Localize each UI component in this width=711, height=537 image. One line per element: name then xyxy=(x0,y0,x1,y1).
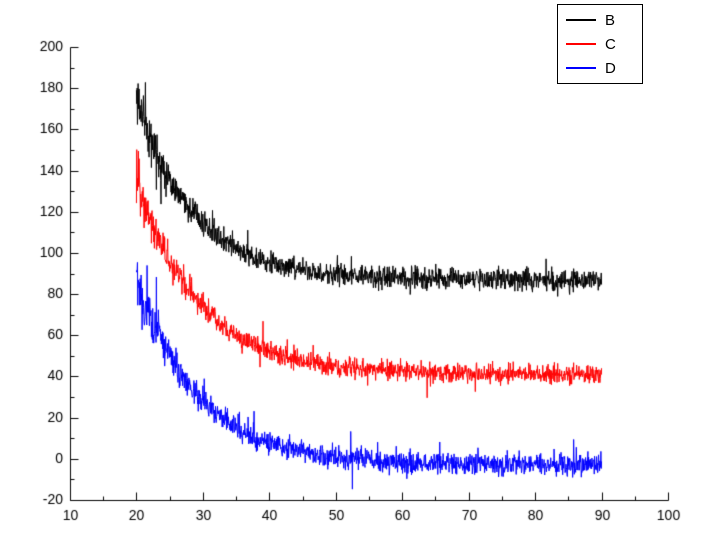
legend-line-swatch-b xyxy=(566,19,596,21)
legend-label-c: C xyxy=(605,35,616,53)
legend-label-d: D xyxy=(605,59,616,77)
legend-label-b: B xyxy=(605,11,616,29)
legend-item-c: C xyxy=(558,32,642,56)
legend-line-swatch-d xyxy=(566,67,596,69)
legend-item-b: B xyxy=(558,8,642,32)
legend: B C D xyxy=(557,4,643,84)
legend-item-d: D xyxy=(558,56,642,80)
legend-line-swatch-c xyxy=(566,43,596,45)
